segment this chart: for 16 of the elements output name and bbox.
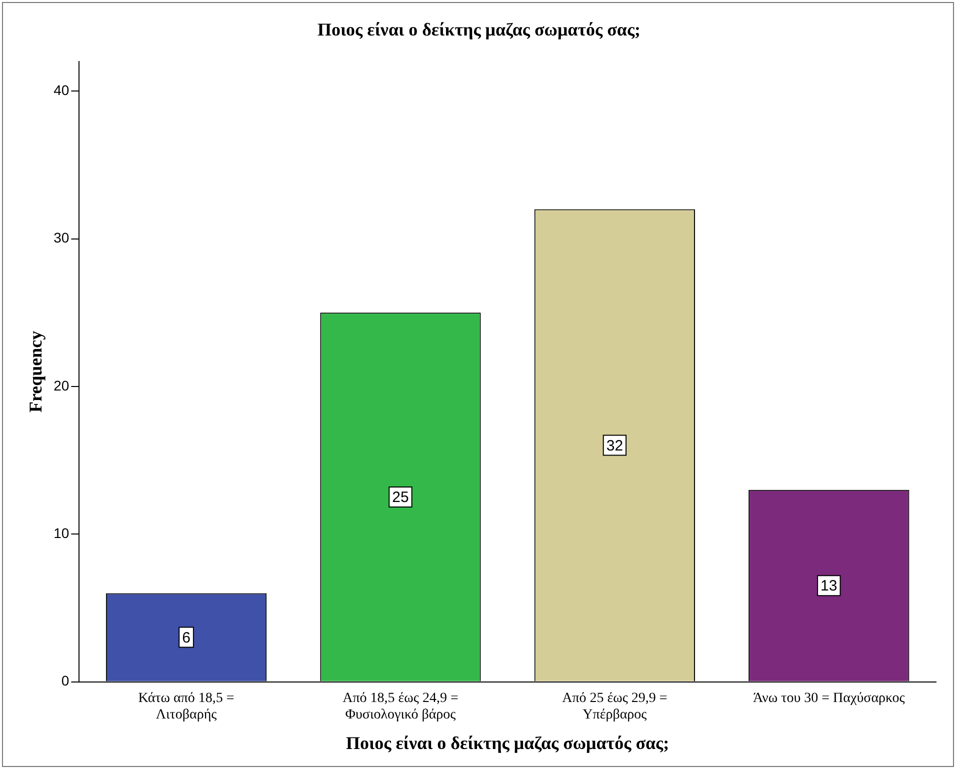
y-tick-label: 30 <box>54 230 70 246</box>
x-tick-label: Από 18,5 έως 24,9 = Φυσιολογικό βάρος <box>342 690 458 723</box>
x-axis-title: Ποιος είναι ο δείκτης μαζας σωματός σας; <box>346 732 670 753</box>
data-label: 13 <box>820 578 838 595</box>
chart-title: Ποιος είναι ο δείκτης μαζας σωματός σας; <box>317 19 641 40</box>
x-tick-label: Άνω του 30 = Παχύσαρκος <box>752 690 906 706</box>
y-tick-label: 20 <box>54 377 70 394</box>
data-label: 25 <box>392 489 409 506</box>
data-label: 6 <box>182 629 190 646</box>
data-label: 32 <box>606 437 624 454</box>
y-axis-title: Frequency <box>25 330 46 413</box>
y-tick-label: 0 <box>61 672 70 689</box>
y-tick-label: 40 <box>54 82 70 98</box>
y-tick-label: 10 <box>54 524 70 541</box>
x-tick-label: Από 25 έως 29,9 = Υπέρβαρος <box>562 690 668 723</box>
x-tick-label: Κάτω από 18,5 = Λιτοβαρής <box>138 690 234 723</box>
